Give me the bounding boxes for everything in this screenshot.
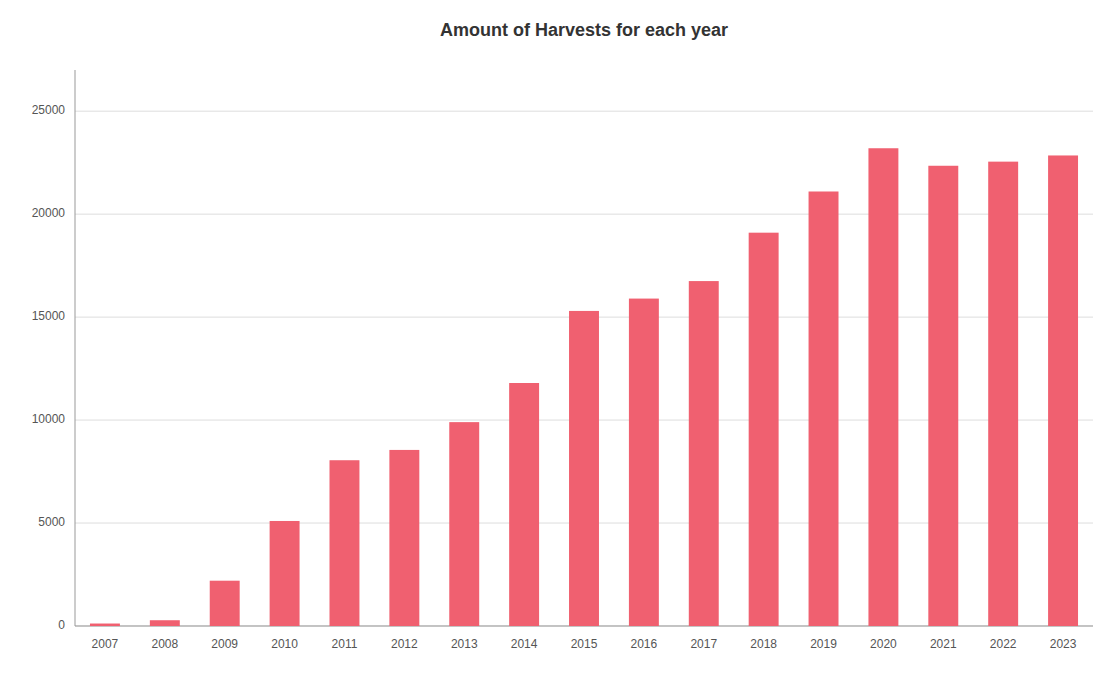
bar: [270, 521, 300, 626]
bar: [1048, 155, 1078, 626]
bar: [988, 162, 1018, 626]
bar: [90, 624, 120, 626]
chart-svg: Amount of Harvests for each year 0 5000 100…: [0, 0, 1118, 676]
x-tick-label: 2009: [211, 637, 238, 651]
x-tick-label: 2023: [1050, 637, 1077, 651]
y-axis-line: [75, 70, 76, 626]
y-tick-label: 10000: [32, 412, 66, 426]
bar: [150, 620, 180, 626]
bar: [629, 299, 659, 626]
x-tick-label: 2011: [332, 637, 358, 651]
x-tick-label: 2010: [271, 637, 298, 651]
x-tick-label: 2008: [151, 637, 178, 651]
bar: [330, 460, 360, 626]
x-tick-label: 2019: [810, 637, 837, 651]
y-tick-label: 5000: [38, 515, 65, 529]
bar: [569, 311, 599, 626]
y-tick-label: 0: [58, 618, 65, 632]
x-tick-label: 2007: [92, 637, 119, 651]
bar: [389, 450, 419, 626]
y-tick-label: 25000: [32, 103, 66, 117]
x-tick-label: 2018: [750, 637, 777, 651]
bar: [868, 148, 898, 626]
x-tick-label: 2017: [690, 637, 717, 651]
bar: [809, 191, 839, 626]
bar: [449, 422, 479, 626]
bar: [928, 166, 958, 626]
y-tick-label: 15000: [32, 309, 66, 323]
chart-title: Amount of Harvests for each year: [440, 20, 728, 40]
grid-line: [75, 111, 1093, 112]
x-tick-label: 2014: [511, 637, 538, 651]
x-tick-label: 2021: [930, 637, 957, 651]
x-tick-label: 2020: [870, 637, 897, 651]
y-tick-label: 20000: [32, 206, 66, 220]
bar: [689, 281, 719, 626]
chart-container: Amount of Harvests for each year 0 5000 100…: [0, 0, 1118, 676]
grid: [75, 111, 1093, 626]
x-tick-label: 2013: [451, 637, 478, 651]
x-tick-label: 2016: [631, 637, 658, 651]
bars: [90, 148, 1078, 626]
bar: [509, 383, 539, 626]
x-tick-label: 2012: [391, 637, 418, 651]
x-tick-label: 2022: [990, 637, 1017, 651]
bar: [210, 581, 240, 626]
bar: [749, 233, 779, 626]
x-tick-label: 2015: [571, 637, 598, 651]
